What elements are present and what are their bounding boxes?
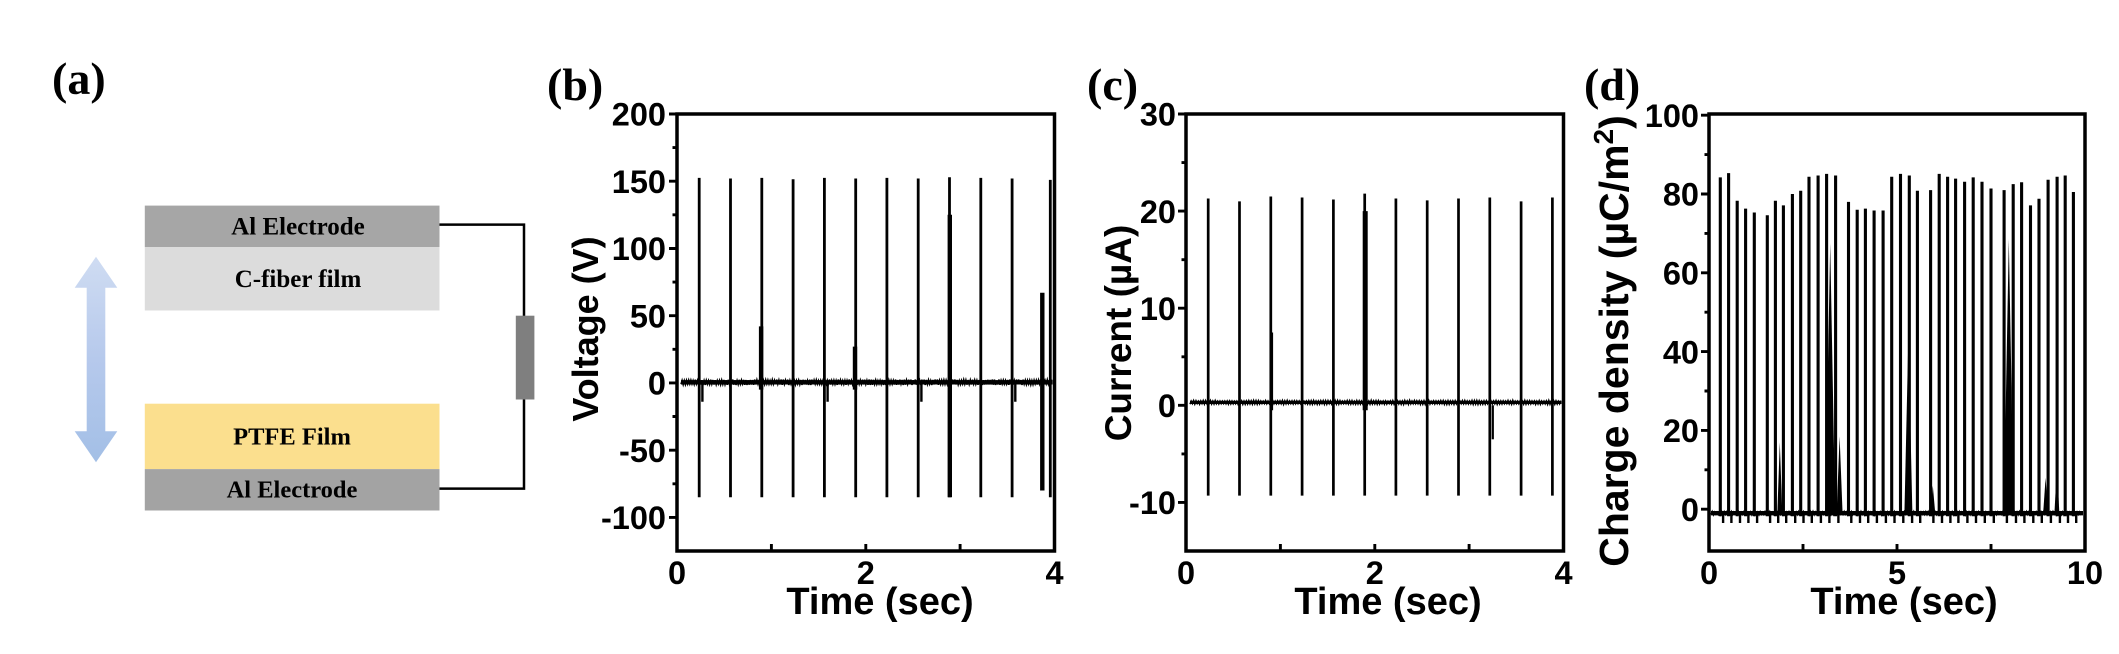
svg-text:Time (sec): Time (sec) bbox=[1810, 581, 1997, 623]
svg-text:-10: -10 bbox=[1129, 485, 1176, 521]
svg-text:(d): (d) bbox=[1584, 59, 1640, 110]
svg-text:4: 4 bbox=[1045, 555, 1063, 591]
svg-text:Time (sec): Time (sec) bbox=[786, 581, 973, 623]
svg-text:(b): (b) bbox=[547, 59, 603, 110]
svg-text:-50: -50 bbox=[619, 433, 666, 469]
svg-text:0: 0 bbox=[1177, 555, 1195, 591]
svg-text:Al Electrode: Al Electrode bbox=[227, 477, 358, 504]
svg-text:-100: -100 bbox=[601, 500, 666, 536]
svg-text:4: 4 bbox=[1554, 555, 1572, 591]
svg-text:2: 2 bbox=[857, 555, 875, 591]
svg-text:150: 150 bbox=[612, 164, 666, 200]
svg-text:60: 60 bbox=[1663, 256, 1699, 292]
svg-text:(c): (c) bbox=[1087, 59, 1138, 110]
svg-text:100: 100 bbox=[612, 231, 666, 267]
svg-text:PTFE Film: PTFE Film bbox=[233, 424, 351, 451]
svg-text:(a): (a) bbox=[52, 53, 106, 104]
svg-text:10: 10 bbox=[1140, 291, 1176, 327]
svg-text:2: 2 bbox=[1366, 555, 1384, 591]
svg-text:0: 0 bbox=[1158, 388, 1176, 424]
svg-text:50: 50 bbox=[630, 298, 666, 334]
svg-text:20: 20 bbox=[1140, 194, 1176, 230]
svg-text:30: 30 bbox=[1140, 97, 1176, 133]
svg-text:0: 0 bbox=[668, 555, 686, 591]
svg-text:0: 0 bbox=[1681, 492, 1699, 528]
svg-text:Time (sec): Time (sec) bbox=[1294, 581, 1481, 623]
svg-text:C-fiber film: C-fiber film bbox=[235, 266, 362, 293]
svg-text:Current (µA): Current (µA) bbox=[1098, 225, 1139, 442]
svg-text:20: 20 bbox=[1663, 413, 1699, 449]
svg-text:10: 10 bbox=[2067, 555, 2103, 591]
svg-text:5: 5 bbox=[1888, 555, 1906, 591]
svg-text:0: 0 bbox=[1700, 555, 1718, 591]
svg-text:40: 40 bbox=[1663, 334, 1699, 370]
svg-text:200: 200 bbox=[612, 97, 666, 133]
svg-text:80: 80 bbox=[1663, 177, 1699, 213]
svg-text:100: 100 bbox=[1645, 98, 1699, 134]
svg-text:0: 0 bbox=[648, 366, 666, 402]
svg-text:Al Electrode: Al Electrode bbox=[231, 214, 365, 241]
svg-text:Charge density (µC/m2): Charge density (µC/m2) bbox=[1588, 115, 1638, 567]
svg-text:Voltage (V): Voltage (V) bbox=[565, 236, 606, 421]
